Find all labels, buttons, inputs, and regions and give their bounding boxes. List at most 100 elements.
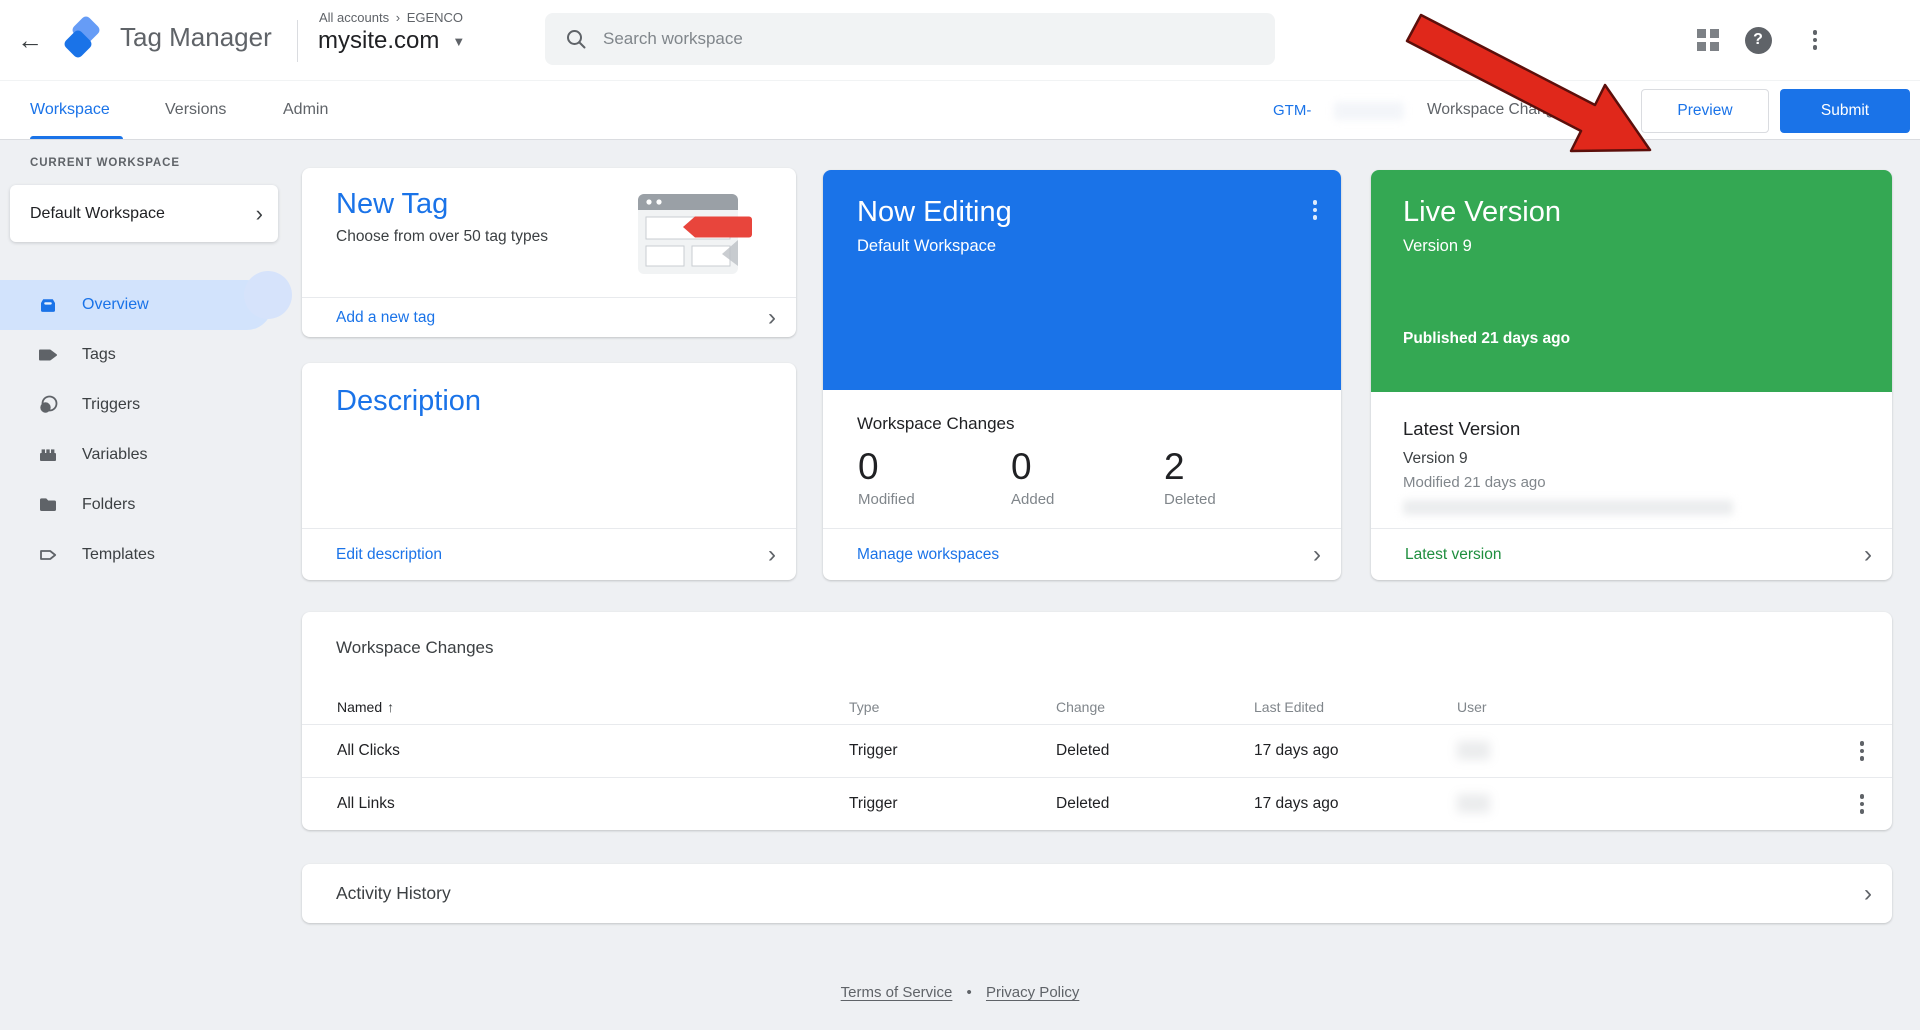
cell-type: Trigger bbox=[849, 795, 898, 812]
sidebar-item-label: Variables bbox=[82, 446, 148, 463]
chevron-right-icon: › bbox=[255, 200, 263, 226]
stat-added: 0 Added bbox=[1011, 446, 1164, 508]
activity-history-title: Activity History bbox=[336, 883, 451, 903]
tag-icon bbox=[36, 343, 60, 367]
sidebar-item-label: Triggers bbox=[82, 396, 141, 413]
column-user[interactable]: User bbox=[1457, 699, 1487, 715]
column-change[interactable]: Change bbox=[1056, 699, 1106, 715]
card-more-options-icon[interactable] bbox=[1312, 200, 1317, 223]
sidebar-item-templates[interactable]: Templates bbox=[0, 530, 284, 580]
apps-grid-icon[interactable] bbox=[1692, 24, 1724, 56]
add-new-tag-row[interactable]: Add a new tag › bbox=[302, 297, 796, 337]
container-id[interactable]: GTM- bbox=[1273, 101, 1312, 119]
workspace-tab-bar: Workspace Versions Admin GTM- Workspace … bbox=[0, 81, 1920, 140]
table-row[interactable]: All Links Trigger Deleted 17 days ago ██… bbox=[302, 778, 1892, 830]
workspace-search[interactable] bbox=[545, 13, 1275, 65]
now-editing-card: Now Editing Default Workspace Workspace … bbox=[823, 170, 1341, 580]
chevron-right-icon: › bbox=[1864, 879, 1872, 907]
latest-version-row[interactable]: Latest version › bbox=[1371, 528, 1892, 580]
stat-value: 0 bbox=[1011, 446, 1032, 487]
column-named[interactable]: Named ↑ bbox=[337, 699, 395, 715]
live-version-card: Live Version Version 9 Published 21 days… bbox=[1371, 170, 1892, 580]
header-divider bbox=[297, 20, 298, 62]
back-arrow-icon[interactable]: ← bbox=[17, 24, 43, 55]
cell-type: Trigger bbox=[849, 742, 898, 759]
table-row[interactable]: All Clicks Trigger Deleted 17 days ago █… bbox=[302, 725, 1892, 778]
new-tag-subtitle: Choose from over 50 tag types bbox=[336, 228, 548, 245]
footer: Terms of Service • Privacy Policy bbox=[0, 984, 1920, 1001]
chevron-right-icon: › bbox=[1313, 540, 1321, 568]
folder-icon bbox=[36, 493, 60, 517]
sidebar-item-tags[interactable]: Tags bbox=[0, 330, 284, 380]
variables-brick-icon bbox=[36, 443, 60, 467]
tag-manager-logo-icon bbox=[58, 16, 106, 64]
column-type[interactable]: Type bbox=[849, 699, 880, 715]
breadcrumb-path[interactable]: All accounts bbox=[319, 10, 390, 25]
cell-name[interactable]: All Clicks bbox=[337, 742, 400, 759]
trigger-icon bbox=[36, 393, 60, 417]
edit-description-row[interactable]: Edit description › bbox=[302, 528, 796, 580]
table-title: Workspace Changes bbox=[336, 638, 494, 657]
submit-button[interactable]: Submit bbox=[1780, 89, 1910, 133]
tab-versions[interactable]: Versions bbox=[165, 101, 227, 118]
workspace-changes-heading: Workspace Changes bbox=[857, 414, 1015, 433]
more-options-icon[interactable] bbox=[1799, 24, 1831, 56]
chevron-right-icon: › bbox=[768, 303, 776, 331]
privacy-policy-link[interactable]: Privacy Policy bbox=[985, 984, 1080, 1001]
chevron-down-icon[interactable]: ▼ bbox=[452, 33, 466, 49]
add-new-tag-link[interactable]: Add a new tag bbox=[336, 308, 436, 326]
cell-name[interactable]: All Links bbox=[337, 795, 395, 812]
container-name[interactable]: mysite.com bbox=[318, 27, 440, 54]
preview-button[interactable]: Preview bbox=[1641, 89, 1769, 133]
breadcrumb-account[interactable]: EGENCO bbox=[406, 10, 464, 25]
stat-value: 0 bbox=[858, 446, 879, 487]
sidebar-item-label: Folders bbox=[82, 496, 136, 513]
latest-version-link[interactable]: Latest version bbox=[1405, 545, 1502, 563]
stat-label: Modified bbox=[858, 491, 915, 508]
terms-of-service-link[interactable]: Terms of Service bbox=[840, 984, 953, 1001]
row-more-options-icon[interactable] bbox=[1859, 794, 1865, 814]
latest-modified-timestamp: Modified 21 days ago bbox=[1403, 474, 1546, 491]
container-id-redacted bbox=[1334, 102, 1404, 120]
live-version-title: Live Version bbox=[1403, 196, 1561, 228]
breadcrumb-separator-icon: › bbox=[395, 10, 401, 25]
default-workspace-selector[interactable]: Default Workspace › bbox=[10, 185, 278, 242]
now-editing-header: Now Editing Default Workspace bbox=[823, 170, 1341, 390]
cell-change: Deleted bbox=[1056, 795, 1110, 812]
sidebar-item-folders[interactable]: Folders bbox=[0, 480, 284, 530]
stat-label: Added bbox=[1011, 491, 1055, 508]
sidebar-item-label: Tags bbox=[82, 346, 116, 363]
row-more-options-icon[interactable] bbox=[1859, 741, 1865, 761]
chevron-right-icon: › bbox=[1864, 540, 1872, 568]
app-title: Tag Manager bbox=[120, 22, 272, 52]
decorative-circle bbox=[244, 271, 292, 319]
column-last-edited[interactable]: Last Edited bbox=[1254, 699, 1325, 715]
workspace-name: Default Workspace bbox=[30, 204, 165, 222]
sidebar-item-overview[interactable]: Overview bbox=[0, 280, 272, 330]
sort-ascending-icon: ↑ bbox=[387, 699, 395, 715]
table-header-row: Named ↑ Type Change Last Edited User bbox=[302, 690, 1892, 725]
breadcrumb[interactable]: All accounts › EGENCO bbox=[319, 10, 463, 25]
manage-workspaces-row[interactable]: Manage workspaces › bbox=[823, 528, 1341, 580]
tab-workspace[interactable]: Workspace bbox=[30, 101, 110, 118]
workspace-changes-count: Workspace Changes: 2 bbox=[1427, 101, 1588, 118]
sidebar-item-triggers[interactable]: Triggers bbox=[0, 380, 284, 430]
activity-history-card[interactable]: Activity History › bbox=[302, 864, 1892, 923]
stat-label: Deleted bbox=[1164, 491, 1216, 508]
help-icon[interactable]: ? bbox=[1742, 24, 1774, 56]
footer-separator: • bbox=[966, 984, 972, 1001]
workspace-changes-table-card: Workspace Changes Named ↑ Type Change Las… bbox=[302, 612, 1892, 830]
manage-workspaces-link[interactable]: Manage workspaces bbox=[857, 545, 1000, 563]
tab-admin[interactable]: Admin bbox=[283, 101, 329, 118]
now-editing-title: Now Editing bbox=[857, 196, 1012, 228]
stat-modified: 0 Modified bbox=[858, 446, 1011, 508]
edit-description-link[interactable]: Edit description bbox=[336, 545, 442, 563]
latest-version-heading: Latest Version bbox=[1403, 418, 1521, 439]
redacted-author-line bbox=[1403, 500, 1733, 515]
sidebar-item-variables[interactable]: Variables bbox=[0, 430, 284, 480]
latest-version-number: Version 9 bbox=[1403, 450, 1468, 467]
search-input[interactable] bbox=[603, 29, 1275, 49]
container-selector[interactable]: mysite.com ▼ bbox=[318, 27, 465, 55]
cell-user-redacted: ███ bbox=[1457, 795, 1490, 812]
sidebar-nav: Overview Tags Triggers Variables Folders bbox=[0, 280, 284, 580]
